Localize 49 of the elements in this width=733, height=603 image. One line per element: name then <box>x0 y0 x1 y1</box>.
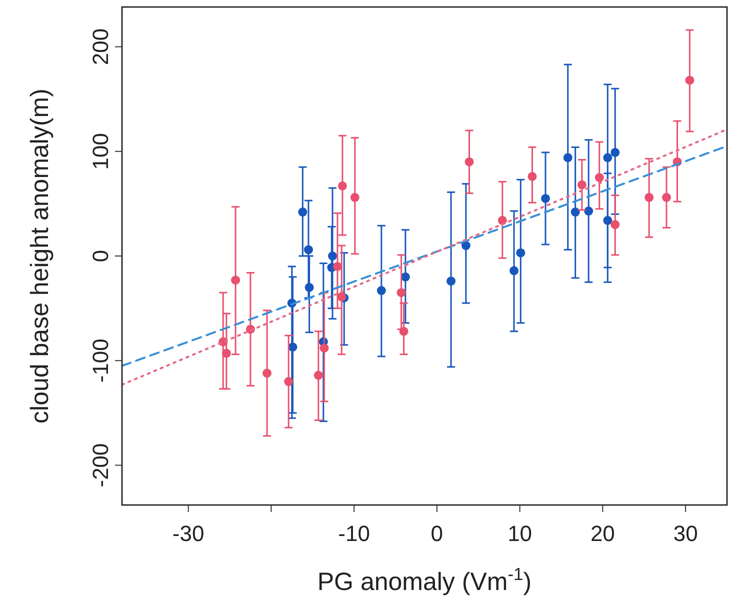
point <box>376 286 386 296</box>
x-axis-title: PG anomaly (Vm$^{-1}$) <box>317 564 532 596</box>
point <box>584 206 594 216</box>
point <box>304 245 313 254</box>
point <box>464 157 474 166</box>
point <box>528 172 537 181</box>
point <box>461 241 470 250</box>
point <box>541 194 550 203</box>
point <box>446 276 456 286</box>
point <box>262 368 272 378</box>
point <box>396 288 406 298</box>
point <box>320 344 329 353</box>
y-tick-label: 0 <box>88 250 113 262</box>
point <box>685 76 694 85</box>
y-axis-title: cloud base height anomaly(m) <box>26 88 54 424</box>
point <box>231 276 240 285</box>
point <box>603 153 612 162</box>
point <box>516 248 526 258</box>
point <box>570 208 580 217</box>
point <box>399 326 408 336</box>
point <box>337 292 346 302</box>
point <box>603 216 612 225</box>
point <box>594 173 604 182</box>
point <box>328 252 338 260</box>
point <box>563 153 572 162</box>
point <box>350 192 360 202</box>
point <box>332 262 342 271</box>
point <box>644 192 654 202</box>
point <box>222 348 231 358</box>
y-tick-label: 100 <box>88 133 113 170</box>
point <box>314 370 323 380</box>
x-tick-label: 20 <box>590 521 615 546</box>
point <box>662 192 671 202</box>
point <box>338 181 347 190</box>
point <box>304 282 314 292</box>
y-tick-label: 200 <box>88 28 113 66</box>
point <box>577 180 586 190</box>
x-tick-label: 10 <box>508 521 532 546</box>
y-tick-label: -100 <box>88 338 113 383</box>
x-tick-label: -30 <box>172 521 204 546</box>
point <box>298 208 308 217</box>
y-tick-label: -200 <box>88 443 113 488</box>
point <box>284 377 294 386</box>
point <box>510 266 519 276</box>
x-tick-label: 30 <box>673 521 698 546</box>
x-tick-label: -10 <box>338 521 370 546</box>
point <box>610 148 620 157</box>
point <box>610 220 620 230</box>
x-tick-label: 0 <box>430 521 444 546</box>
